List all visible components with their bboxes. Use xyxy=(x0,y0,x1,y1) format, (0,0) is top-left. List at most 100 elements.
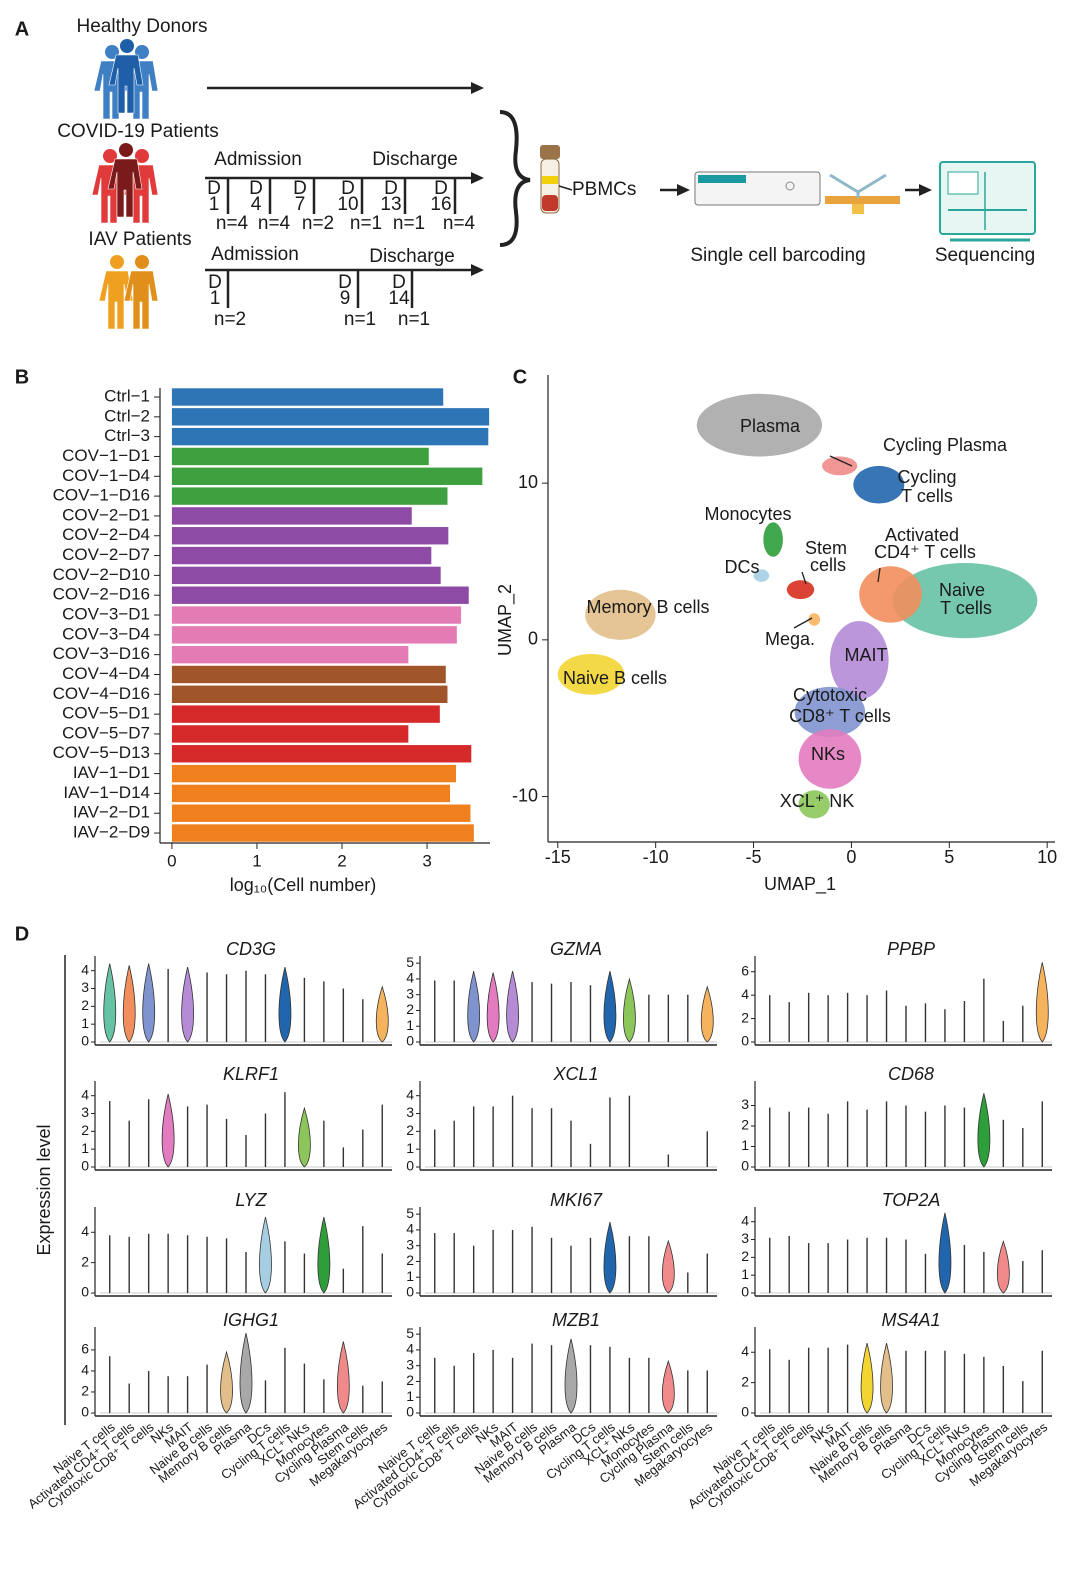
cluster xyxy=(808,613,821,626)
cluster-label: T cells xyxy=(901,486,953,506)
y-tick-label: -10 xyxy=(512,785,538,805)
violin xyxy=(700,985,714,1043)
y-tick-label: Ctrl−1 xyxy=(104,386,150,405)
day-number: 7 xyxy=(295,194,306,215)
day-prefix: D xyxy=(434,178,448,199)
cluster xyxy=(753,569,770,582)
bar xyxy=(171,586,469,604)
day-number: 14 xyxy=(388,288,410,309)
violin xyxy=(259,1216,272,1294)
step-label: Single cell barcoding xyxy=(690,245,865,266)
gene-title: MS4A1 xyxy=(881,1310,940,1330)
violin xyxy=(603,970,617,1043)
bar xyxy=(171,427,489,446)
cluster-label: Cytotoxic xyxy=(793,685,867,705)
cluster xyxy=(829,621,889,700)
panel-label: B xyxy=(15,366,29,388)
gene-title: GZMA xyxy=(550,939,602,959)
chip-channel xyxy=(698,175,746,183)
arrow-head xyxy=(919,184,932,196)
panel-label: C xyxy=(513,366,527,388)
person-head xyxy=(135,45,149,59)
day-number: 4 xyxy=(251,194,262,215)
day-prefix: D xyxy=(207,178,221,199)
x-tick-label: 1 xyxy=(252,851,261,870)
cluster-label: Stem xyxy=(805,538,847,558)
panel-label: D xyxy=(15,923,29,945)
y-tick-label: 4 xyxy=(81,1362,89,1378)
discharge-label: Discharge xyxy=(372,149,458,170)
violin xyxy=(1035,962,1049,1043)
day-number: 10 xyxy=(337,194,358,215)
admission-label: Admission xyxy=(214,149,302,170)
bar xyxy=(171,725,409,743)
y-tick-label: 4 xyxy=(81,1223,89,1239)
y-tick-label: 1 xyxy=(81,1140,89,1156)
gene-title: CD68 xyxy=(888,1064,934,1084)
bar xyxy=(171,507,412,525)
discharge-label: Discharge xyxy=(369,246,455,267)
x-tick-label: -15 xyxy=(545,847,571,867)
cluster-label: XCL⁺ NK xyxy=(780,791,855,811)
violin xyxy=(486,972,500,1043)
bar xyxy=(171,685,448,703)
person-head xyxy=(119,143,133,157)
gene-title: CD3G xyxy=(226,939,276,959)
gene-title: MZB1 xyxy=(552,1310,600,1330)
gene-title: XCL1 xyxy=(552,1064,598,1084)
violin xyxy=(142,963,156,1043)
y-tick-label: 3 xyxy=(406,985,414,1001)
sample-count: n=2 xyxy=(302,213,334,234)
y-tick-label: 3 xyxy=(81,1104,89,1120)
y-tick-label: 2 xyxy=(81,1383,89,1399)
day-prefix: D xyxy=(293,178,307,199)
y-tick-label: 2 xyxy=(81,1253,89,1269)
group-label: IAV Patients xyxy=(88,229,191,250)
y-tick-label: COV−4−D4 xyxy=(62,664,150,683)
violin xyxy=(122,965,136,1043)
y-tick-label: 3 xyxy=(406,1236,414,1252)
leader-line xyxy=(829,455,853,467)
sample-count: n=4 xyxy=(443,213,476,234)
bar xyxy=(171,764,456,783)
y-tick-label: 6 xyxy=(81,1341,89,1357)
x-axis-label: UMAP_1 xyxy=(764,874,836,895)
person-head xyxy=(120,39,134,53)
sample-count: n=4 xyxy=(216,213,249,234)
bar xyxy=(171,784,451,803)
cluster-label: DCs xyxy=(725,557,760,577)
arrow-head xyxy=(471,82,484,94)
y-tick-label: COV−3−D1 xyxy=(62,605,150,624)
y-tick-label: 0 xyxy=(81,1284,89,1300)
group-label: Healthy Donors xyxy=(77,16,208,37)
day-prefix: D xyxy=(249,178,263,199)
arrow-head xyxy=(471,264,484,276)
person-body xyxy=(107,158,143,218)
y-tick-label: 0 xyxy=(528,629,538,649)
admission-label: Admission xyxy=(211,244,299,265)
y-tick-label: 4 xyxy=(741,1212,749,1228)
y-tick-label: IAV−2−D9 xyxy=(73,823,150,842)
cluster xyxy=(859,566,922,623)
cluster-label: Naive B cells xyxy=(563,668,667,688)
cluster-label: Memory B cells xyxy=(586,597,709,617)
y-tick-label: 2 xyxy=(406,1252,414,1268)
cluster xyxy=(892,563,1038,639)
violin xyxy=(239,1333,253,1414)
cluster-label: Plasma xyxy=(740,416,801,436)
bar xyxy=(171,408,490,426)
leader-line xyxy=(801,571,807,585)
y-tick-label: COV−1−D16 xyxy=(53,486,150,505)
y-tick-label: Ctrl−3 xyxy=(104,426,150,445)
y-tick-label: 4 xyxy=(741,1343,749,1359)
bar xyxy=(171,388,444,406)
x-tick-label: 0 xyxy=(167,851,176,870)
bar xyxy=(171,804,471,822)
bar xyxy=(171,824,474,842)
person-head xyxy=(110,255,124,269)
bar xyxy=(171,745,472,763)
y-tick-label: 2 xyxy=(81,1122,89,1138)
barcoding-syringe xyxy=(829,173,887,198)
y-tick-label: IAV−1−D14 xyxy=(63,783,150,802)
bar xyxy=(171,566,441,585)
